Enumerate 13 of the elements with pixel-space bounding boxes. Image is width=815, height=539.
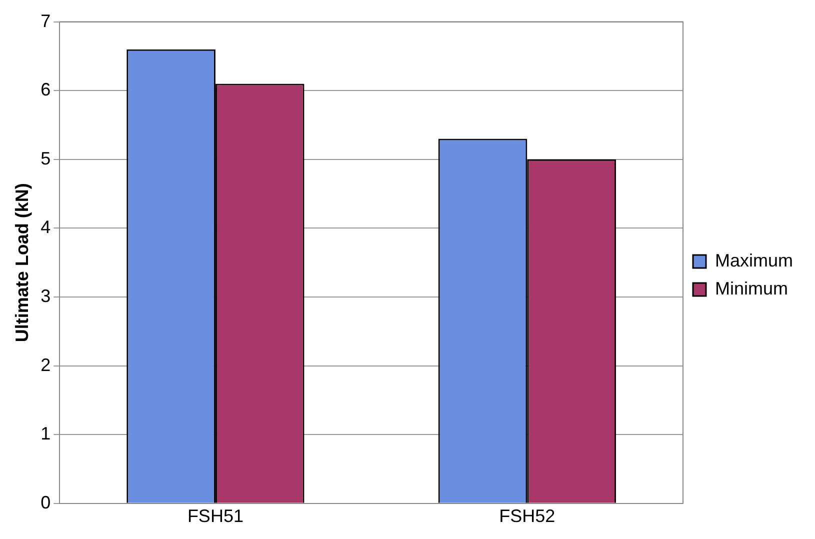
y-axis-title: Ultimate Load (kN) <box>12 183 32 342</box>
y-tick-label: 6 <box>40 80 51 100</box>
x-tick-label: FSH51 <box>187 506 244 526</box>
y-tick-label: 7 <box>40 10 51 31</box>
y-tick-label: 3 <box>40 286 51 306</box>
legend-label: Maximum <box>714 250 794 270</box>
x-tick-label: FSH52 <box>499 506 556 526</box>
y-tick-label: 4 <box>40 217 51 238</box>
y-tick-label: 0 <box>40 492 51 512</box>
y-tick-label: 5 <box>40 148 51 168</box>
y-tick-label: 2 <box>40 354 51 375</box>
y-tick-label: 1 <box>40 424 51 444</box>
legend-label: Minimum <box>714 278 788 298</box>
